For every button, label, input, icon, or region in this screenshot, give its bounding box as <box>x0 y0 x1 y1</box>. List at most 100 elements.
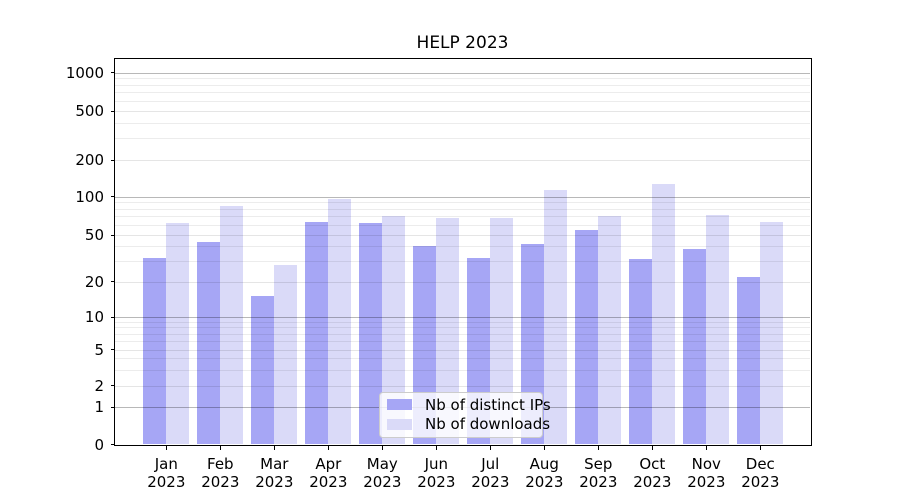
bar-nb-of-downloads-feb <box>220 206 244 445</box>
y-tick-label-0: 0 <box>94 435 104 454</box>
y-tick-20 <box>110 281 115 283</box>
x-tick-label-apr: Apr 2023 <box>309 455 348 491</box>
y-tick-100 <box>110 196 115 198</box>
gridline-600 <box>115 100 810 102</box>
x-tick-label-may: May 2023 <box>363 455 402 491</box>
gridline-6 <box>115 340 810 342</box>
y-tick-label-100: 100 <box>75 187 104 206</box>
gridline-300 <box>115 138 810 140</box>
gridline-9 <box>115 321 810 323</box>
x-tick-jan <box>165 445 167 450</box>
bar-nb-of-downloads-jun <box>436 217 460 445</box>
x-tick-may <box>381 445 383 450</box>
bar-nb-of-downloads-mar <box>274 264 298 445</box>
bar-nb-of-downloads-jan <box>166 223 190 445</box>
bar-nb-of-downloads-sep <box>598 216 622 445</box>
bar-nb-of-distinct-ips-mar <box>251 296 275 445</box>
x-tick-label-oct: Oct 2023 <box>633 455 672 491</box>
plot-area <box>115 59 810 445</box>
bar-nb-of-distinct-ips-sep <box>575 229 599 445</box>
x-tick-label-sep: Sep 2023 <box>579 455 618 491</box>
y-tick-200 <box>110 159 115 161</box>
downloads-swatch <box>387 418 412 430</box>
y-tick-label-1: 1 <box>94 398 104 417</box>
gridline-500 <box>115 111 810 112</box>
x-tick-mar <box>273 445 275 450</box>
x-tick-label-aug: Aug 2023 <box>525 455 564 491</box>
legend-label-downloads: Nb of downloads <box>425 415 551 434</box>
gridline-10 <box>115 317 810 318</box>
bar-nb-of-distinct-ips-nov <box>683 248 707 445</box>
bar-nb-of-downloads-may <box>382 216 406 445</box>
y-tick-5 <box>110 349 115 351</box>
y-tick-label-2: 2 <box>94 376 104 395</box>
gridline-40 <box>115 246 810 248</box>
legend: Nb of distinct IPs Nb of downloads <box>379 391 551 438</box>
y-tick-label-50: 50 <box>84 226 104 244</box>
x-tick-label-jul: Jul 2023 <box>471 455 510 491</box>
bar-nb-of-distinct-ips-may <box>359 223 383 445</box>
y-tick-10 <box>110 316 115 318</box>
legend-label-distinct-ips: Nb of distinct IPs <box>425 395 551 414</box>
gridline-100 <box>115 196 810 198</box>
bar-nb-of-distinct-ips-jan <box>143 257 167 445</box>
gridline-1000 <box>115 72 810 74</box>
x-tick-label-nov: Nov 2023 <box>687 455 726 491</box>
x-tick-label-dec: Dec 2023 <box>741 455 780 491</box>
y-tick-label-1000: 1000 <box>65 63 104 82</box>
y-tick-label-5: 5 <box>94 340 104 359</box>
gridline-70 <box>115 216 810 218</box>
gridline-200 <box>115 160 810 161</box>
gridline-3 <box>115 369 810 371</box>
x-tick-label-feb: Feb 2023 <box>201 455 240 491</box>
gridline-5 <box>115 349 810 351</box>
x-tick-sep <box>597 445 599 450</box>
y-tick-1 <box>110 406 115 408</box>
x-tick-label-jun: Jun 2023 <box>417 455 456 491</box>
x-tick-aug <box>543 445 545 450</box>
gridline-8 <box>115 327 810 329</box>
y-tick-500 <box>110 110 115 112</box>
x-tick-dec <box>759 445 761 450</box>
legend-item-downloads: Nb of downloads <box>387 415 550 433</box>
gridline-50 <box>115 235 810 236</box>
bar-nb-of-downloads-apr <box>328 199 352 445</box>
gridline-400 <box>115 122 810 124</box>
gridline-7 <box>115 333 810 335</box>
gridline-900 <box>115 78 810 80</box>
bar-nb-of-distinct-ips-dec <box>737 276 761 445</box>
gridline-2 <box>115 385 810 387</box>
gridline-60 <box>115 224 810 226</box>
legend-item-distinct-ips: Nb of distinct IPs <box>387 396 551 414</box>
gridline-30 <box>115 261 810 263</box>
bar-nb-of-downloads-aug <box>544 189 568 445</box>
y-tick-2 <box>110 385 115 387</box>
gridline-4 <box>115 358 810 360</box>
x-tick-apr <box>327 445 329 450</box>
bar-nb-of-distinct-ips-feb <box>197 241 221 445</box>
gridline-90 <box>115 202 810 204</box>
gridline-800 <box>115 84 810 86</box>
x-tick-nov <box>705 445 707 450</box>
bar-nb-of-downloads-nov <box>706 214 730 445</box>
bar-nb-of-downloads-oct <box>652 184 676 445</box>
x-tick-jun <box>435 445 437 450</box>
y-tick-1000 <box>110 72 115 74</box>
gridline-20 <box>115 281 810 283</box>
bar-nb-of-downloads-dec <box>760 222 784 445</box>
x-tick-label-jan: Jan 2023 <box>147 455 186 491</box>
chart-title: HELP 2023 <box>416 33 509 53</box>
bar-nb-of-distinct-ips-oct <box>629 259 653 445</box>
y-tick-label-200: 200 <box>75 151 104 169</box>
distinct-ips-swatch <box>387 399 412 411</box>
x-tick-label-mar: Mar 2023 <box>255 455 294 491</box>
x-tick-jul <box>489 445 491 450</box>
y-tick-label-20: 20 <box>84 272 104 291</box>
y-tick-0 <box>110 444 115 446</box>
gridline-700 <box>115 92 810 94</box>
y-tick-50 <box>110 234 115 236</box>
gridline-80 <box>115 208 810 210</box>
y-tick-label-500: 500 <box>75 102 104 120</box>
bar-nb-of-distinct-ips-apr <box>305 222 329 445</box>
